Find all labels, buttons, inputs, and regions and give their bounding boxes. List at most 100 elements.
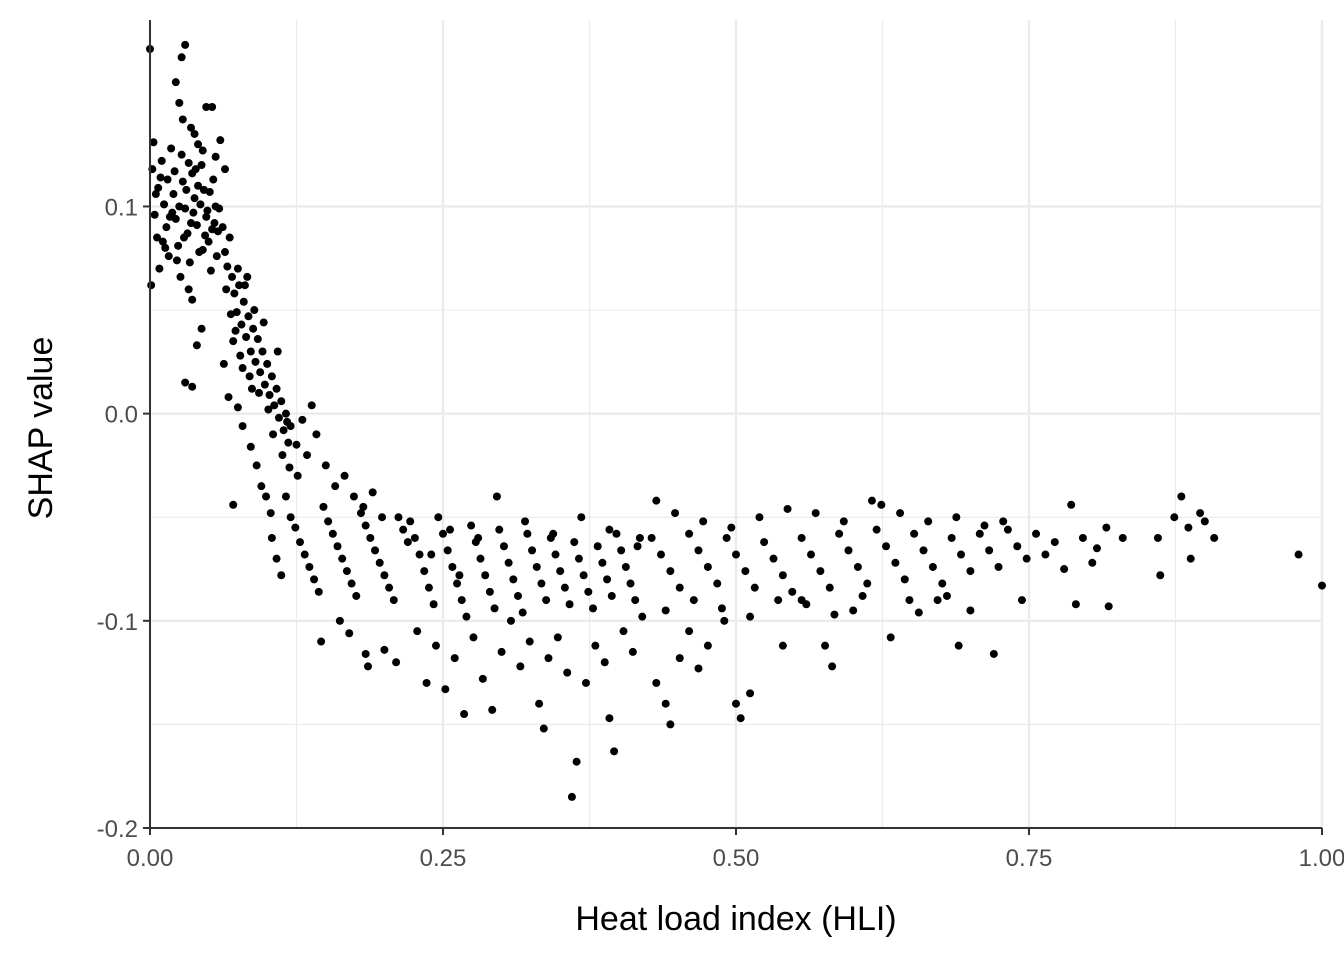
data-point [238,364,247,373]
data-point [828,662,837,671]
data-point [783,504,792,513]
data-point [1017,596,1026,605]
data-point [1032,529,1041,538]
data-point [521,517,530,526]
data-point [283,417,292,426]
x-tick-label: 0.00 [127,845,174,872]
data-point [361,521,370,530]
data-point [273,347,282,356]
data-point [203,206,212,215]
data-point [441,685,450,694]
data-point [746,689,755,698]
data-point [942,591,951,600]
data-point [577,513,586,522]
data-point [352,591,361,600]
data-point [966,606,975,615]
data-point [244,312,253,321]
data-point [293,471,302,480]
data-point [239,297,248,306]
data-point [694,546,703,555]
data-point [413,627,422,636]
data-point [223,262,232,271]
data-point [448,562,457,571]
data-point [882,542,891,551]
data-point [163,175,172,184]
x-axis-ticks: 0.00 0.25 0.50 0.75 1.00 [127,828,1344,872]
data-point [985,546,994,555]
data-point [154,183,163,192]
data-point [233,403,242,412]
data-point [638,612,647,621]
data-point [671,509,680,518]
data-point [1177,492,1186,501]
data-point [281,492,290,501]
data-point [1318,581,1326,590]
data-point [666,567,675,576]
data-point [556,567,565,576]
data-point [886,633,895,642]
data-point [617,546,626,555]
data-point [537,579,546,588]
data-point [406,517,415,526]
data-point [170,167,179,176]
data-point [509,575,518,584]
data-point [245,372,254,381]
data-point [181,378,190,387]
data-point [1153,533,1162,542]
data-point [551,550,560,559]
data-point [722,533,731,542]
data-point [928,562,937,571]
data-point [277,571,286,580]
data-points [146,40,1326,801]
data-point [201,231,210,240]
data-point [769,554,778,563]
x-tick-label: 0.25 [420,845,467,872]
data-point [149,138,158,147]
data-point [251,357,260,366]
data-point [581,678,590,687]
data-point [340,471,349,480]
data-point [198,245,207,254]
data-point [307,401,316,410]
data-point [196,200,205,209]
data-point [238,422,247,431]
data-point [176,272,185,281]
data-point [178,115,187,124]
data-point [285,463,294,472]
data-point [197,161,206,170]
data-point [420,567,429,576]
data-point [260,380,269,389]
data-point [264,405,273,414]
data-point [190,194,199,203]
data-point [366,533,375,542]
data-point [713,579,722,588]
data-point [298,415,307,424]
data-point [258,347,267,356]
data-point [802,600,811,609]
data-point [226,310,235,319]
data-point [216,136,225,145]
data-point [910,529,919,538]
data-point [259,318,268,327]
x-tick-label: 1.00 [1299,845,1344,872]
data-point [1196,509,1205,518]
data-point [175,202,184,211]
data-point [675,583,684,592]
data-point [610,747,619,756]
data-point [328,529,337,538]
data-point [380,571,389,580]
data-point [267,372,276,381]
data-point [410,533,419,542]
data-point [544,654,553,663]
data-point [797,533,806,542]
data-point [528,546,537,555]
data-point [188,382,197,391]
data-point [429,600,438,609]
data-point [314,587,323,596]
data-point [549,529,558,538]
data-point [994,562,1003,571]
data-point [191,165,200,174]
data-point [621,562,630,571]
data-point [647,533,656,542]
data-point [165,212,174,221]
